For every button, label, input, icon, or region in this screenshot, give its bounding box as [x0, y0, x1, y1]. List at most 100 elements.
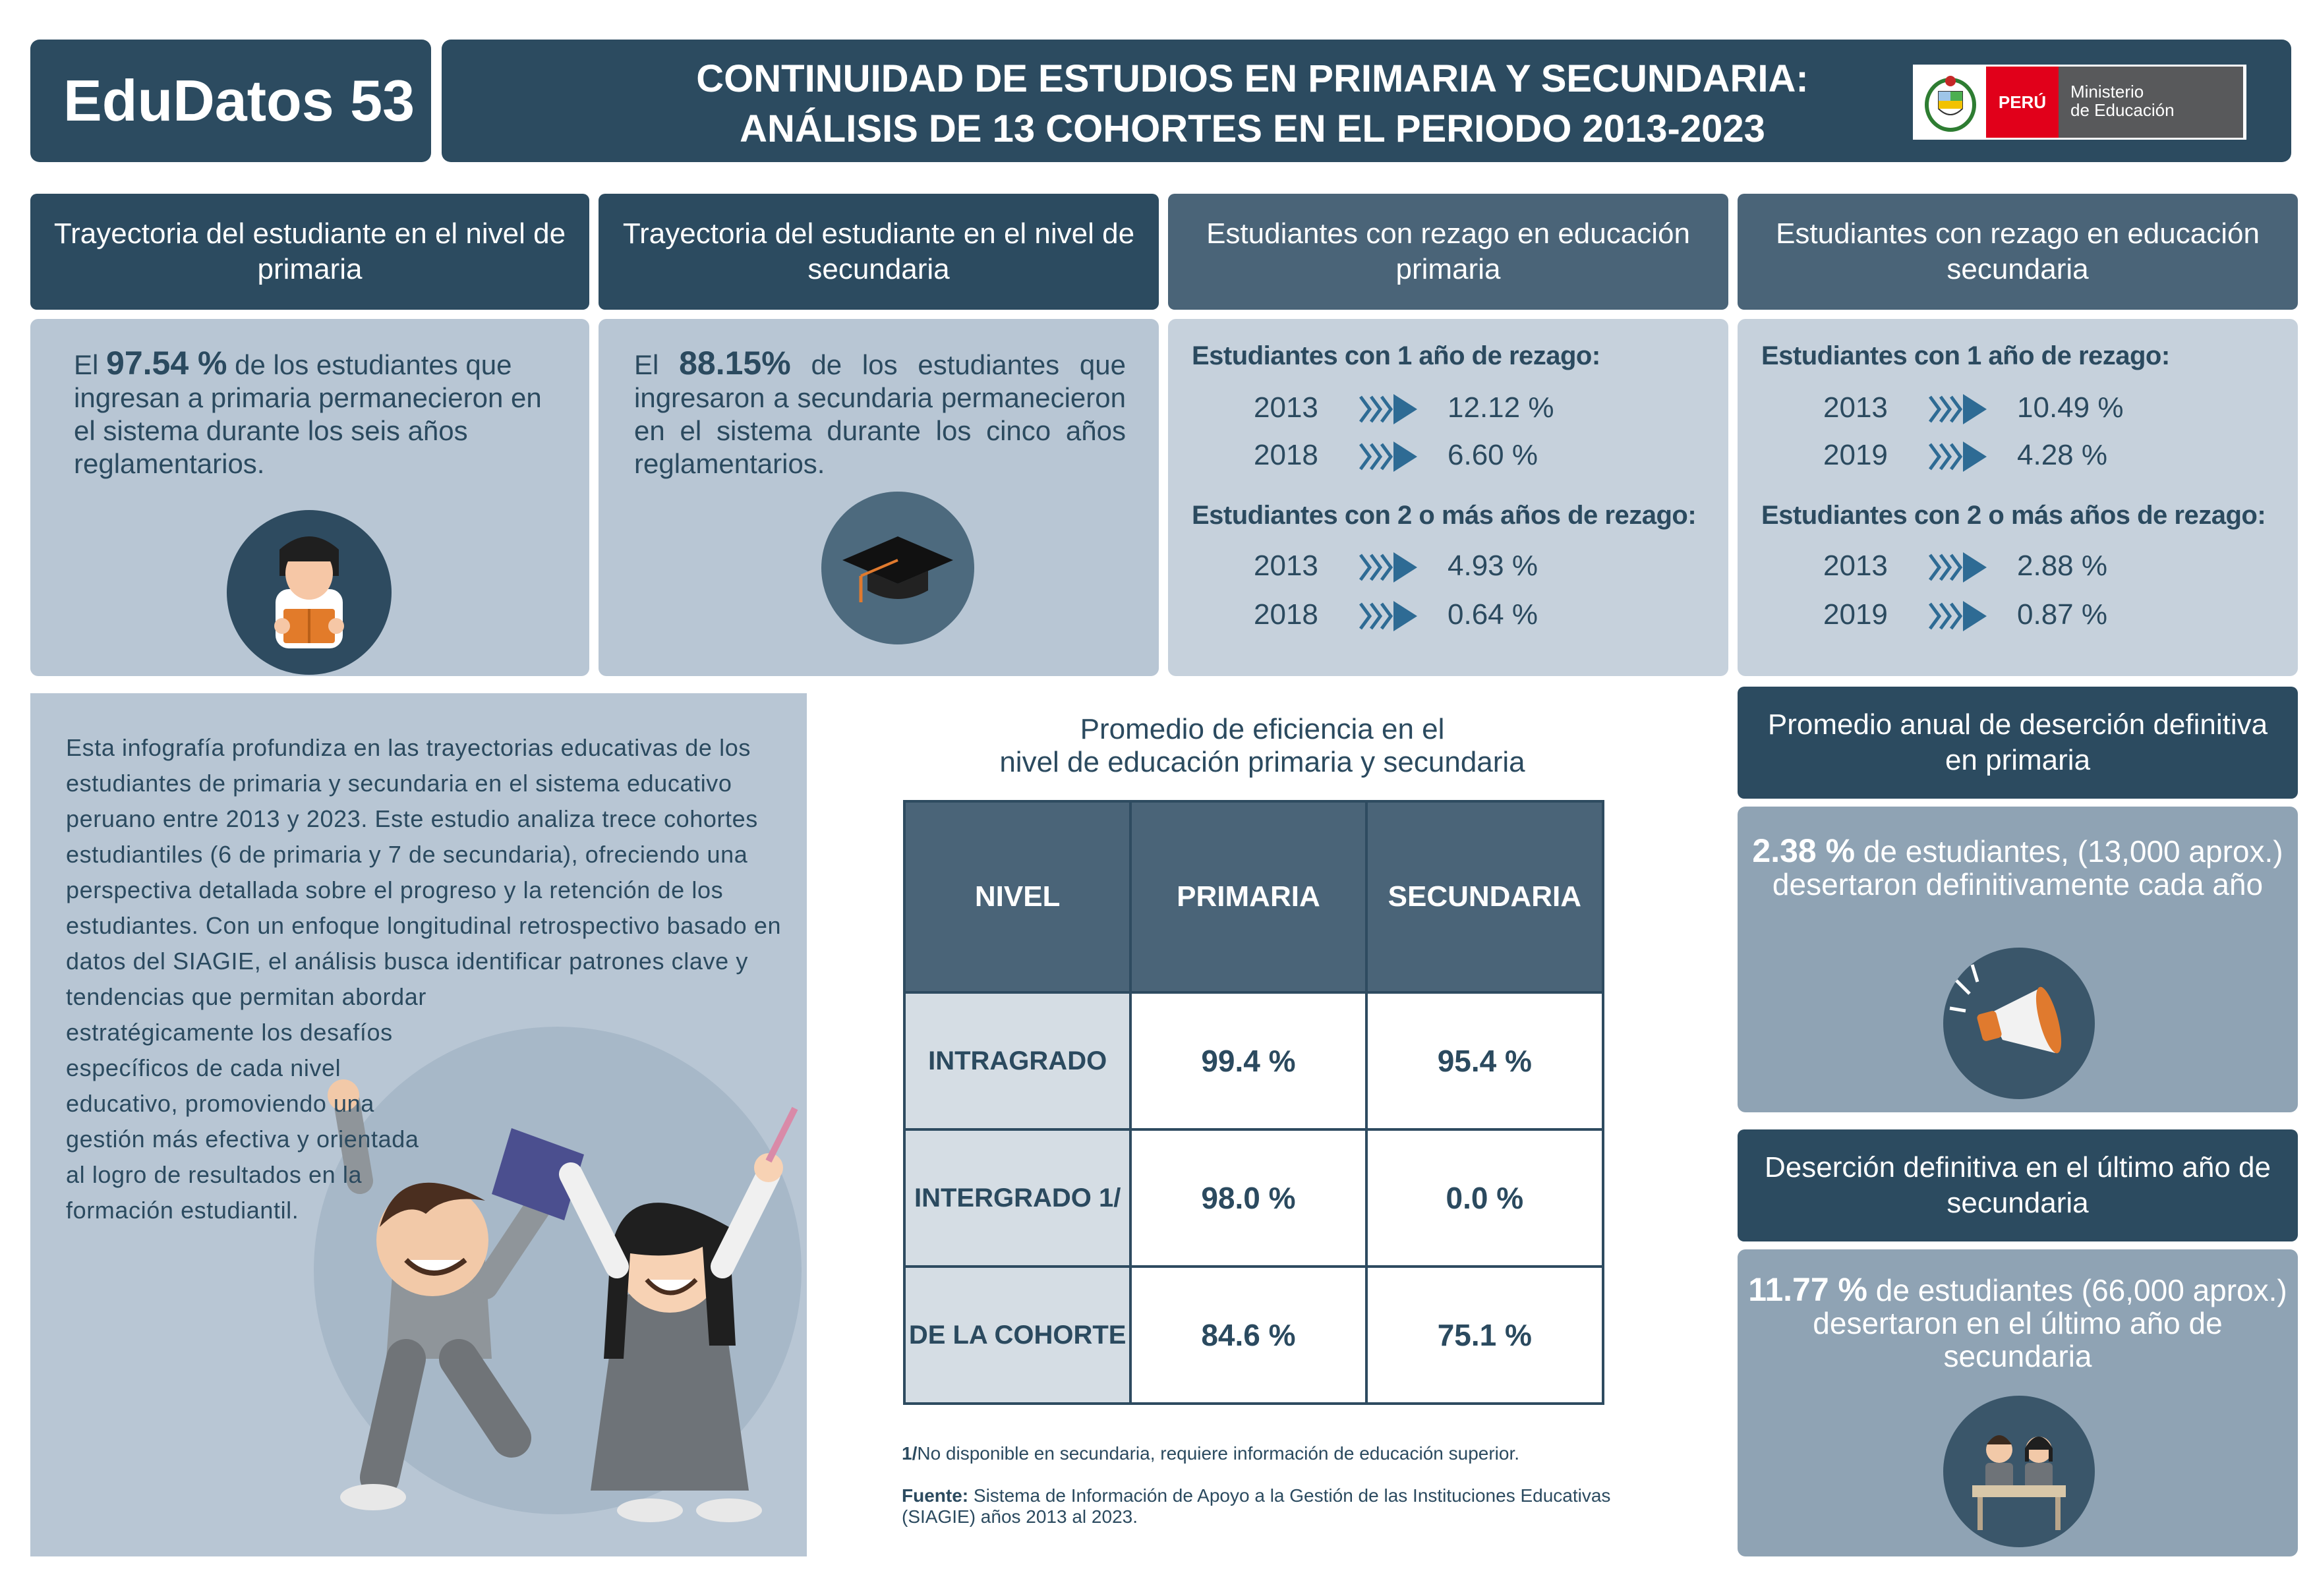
year: 2013: [1823, 391, 1888, 424]
ministry-line1: Ministerio: [2070, 82, 2144, 101]
table-row: DE LA COHORTE 84.6 % 75.1 %: [902, 1265, 1605, 1405]
column-header-nivel: NIVEL: [902, 800, 1132, 994]
rezago-2-years-label: Estudiantes con 2 o más años de rezago:: [1761, 501, 2266, 530]
source-label: Fuente:: [902, 1485, 969, 1506]
ministry-logo: PERÚ Ministerio de Educación: [1913, 65, 2246, 140]
student-reading-icon: [227, 510, 392, 675]
primaria-retention-value: 97.54 %: [106, 345, 227, 382]
students-at-desk-icon: [1943, 1396, 2095, 1547]
efficiency-title-line2: nivel de educación primaria y secundaria: [999, 746, 1525, 778]
year: 2013: [1254, 550, 1318, 582]
ministry-label: Ministerio de Educación: [2059, 67, 2244, 138]
primaria-value: 98.0 %: [1129, 1128, 1368, 1268]
arrow-icon: [1929, 552, 1987, 583]
rezago-row: 2013 2.88 %: [1738, 550, 2298, 589]
rezago-primaria-card: Estudiantes con 1 año de rezago: 2013 12…: [1168, 319, 1728, 676]
rezago-primaria-header: Estudiantes con rezago en educación prim…: [1168, 194, 1728, 310]
page-title-bar: CONTINUIDAD DE ESTUDIOS EN PRIMARIA Y SE…: [442, 40, 2291, 162]
arrow-icon: [1359, 394, 1417, 424]
efficiency-table-title: Promedio de eficiencia en el nivel de ed…: [883, 713, 1641, 779]
value: 0.64 %: [1448, 598, 1538, 631]
desercion-secundaria-desc: de estudiantes (66,000 aprox.) desertaro…: [1813, 1273, 2287, 1373]
rezago-row: 2013 4.93 %: [1168, 550, 1728, 589]
year: 2019: [1823, 439, 1888, 471]
text-prefix: El: [74, 349, 107, 380]
primaria-value: 84.6 %: [1129, 1265, 1368, 1405]
rezago-row: 2018 6.60 %: [1168, 439, 1728, 478]
page-title-line2: ANÁLISIS DE 13 COHORTES EN EL PERIODO 20…: [740, 107, 1765, 150]
value: 6.60 %: [1448, 439, 1538, 471]
intro-text-narrow: estratégicamente los desafíos específico…: [66, 1019, 419, 1224]
footnote-mark: 1/: [902, 1443, 918, 1464]
desercion-primaria-desc: de estudiantes, (13,000 aprox.) desertar…: [1772, 834, 2283, 901]
secundaria-value: 75.1 %: [1364, 1265, 1605, 1405]
rezago-primaria-title: Estudiantes con rezago en educación prim…: [1206, 217, 1690, 285]
peru-label: PERÚ: [1986, 67, 2059, 138]
ministry-line2: de Educación: [2070, 100, 2175, 120]
secundaria-trajectory-card: El 88.15% de los estudiantes que ingresa…: [599, 319, 1159, 676]
efficiency-title-line1: Promedio de eficiencia en el: [1080, 713, 1445, 745]
desercion-primaria-value: 2.38 %: [1752, 832, 1856, 869]
year: 2019: [1823, 598, 1888, 631]
rezago-row: 2013 12.12 %: [1168, 391, 1728, 431]
intro-panel: Esta infografía profundiza en las trayec…: [30, 693, 807, 1556]
desercion-primaria-card: 2.38 % de estudiantes, (13,000 aprox.) d…: [1738, 807, 2298, 1112]
value: 12.12 %: [1448, 391, 1554, 424]
arrow-icon: [1359, 442, 1417, 472]
desercion-secundaria-card: 11.77 % de estudiantes (66,000 aprox.) d…: [1738, 1249, 2298, 1556]
arrow-icon: [1359, 552, 1417, 583]
year: 2013: [1254, 391, 1318, 424]
efficiency-table: NIVEL PRIMARIA SECUNDARIA INTRAGRADO 99.…: [902, 800, 1605, 1405]
primaria-trajectory-text: El 97.54 % de los estudiantes que ingres…: [74, 347, 548, 480]
table-row: INTERGRADO 1/ 98.0 % 0.0 %: [902, 1128, 1605, 1268]
value: 4.93 %: [1448, 550, 1538, 582]
rezago-1-year-label: Estudiantes con 1 año de rezago:: [1761, 341, 2170, 370]
desercion-primaria-text: 2.38 % de estudiantes, (13,000 aprox.) d…: [1738, 834, 2298, 901]
value: 10.49 %: [2017, 391, 2124, 424]
rezago-secundaria-card: Estudiantes con 1 año de rezago: 2013 10…: [1738, 319, 2298, 676]
text-body: de los estudiantes que ingresan a primar…: [74, 349, 542, 479]
rezago-1-year-label: Estudiantes con 1 año de rezago:: [1192, 341, 1600, 370]
arrow-icon: [1929, 601, 1987, 631]
desercion-primaria-title: Promedio anual de deserción definitiva e…: [1767, 708, 2268, 776]
row-label: INTRAGRADO: [902, 991, 1132, 1131]
source-text: Sistema de Información de Apoyo a la Ges…: [902, 1485, 1611, 1527]
intro-text-wide: Esta infografía profundiza en las trayec…: [66, 734, 782, 1010]
table-header-row: NIVEL PRIMARIA SECUNDARIA: [902, 800, 1605, 994]
table-row: INTRAGRADO 99.4 % 95.4 %: [902, 991, 1605, 1131]
primaria-trajectory-title: Trayectoria del estudiante en el nivel d…: [53, 217, 566, 285]
year: 2018: [1254, 439, 1318, 471]
source-note: Fuente: Sistema de Información de Apoyo …: [902, 1485, 1614, 1527]
text-body: de los estudiantes que ingresaron a secu…: [634, 349, 1127, 479]
column-header-secundaria: SECUNDARIA: [1364, 800, 1605, 994]
secundaria-value: 0.0 %: [1364, 1128, 1605, 1268]
rezago-row: 2019 0.87 %: [1738, 598, 2298, 638]
footnote-text: No disponible en secundaria, requiere in…: [917, 1443, 1520, 1464]
rezago-row: 2018 0.64 %: [1168, 598, 1728, 638]
value: 2.88 %: [2017, 550, 2107, 582]
secundaria-trajectory-text: El 88.15% de los estudiantes que ingresa…: [634, 347, 1126, 480]
happy-students-illustration: [328, 1079, 798, 1522]
secundaria-trajectory-header: Trayectoria del estudiante en el nivel d…: [599, 194, 1159, 310]
desercion-secundaria-header: Deserción definitiva en el último año de…: [1738, 1129, 2298, 1241]
rezago-2-years-label: Estudiantes con 2 o más años de rezago:: [1192, 501, 1697, 530]
secundaria-value: 95.4 %: [1364, 991, 1605, 1131]
value: 0.87 %: [2017, 598, 2107, 631]
brand-title: EduDatos 53: [30, 40, 431, 162]
rezago-secundaria-header: Estudiantes con rezago en educación secu…: [1738, 194, 2298, 310]
arrow-icon: [1929, 442, 1987, 472]
brand-label: EduDatos 53: [63, 68, 415, 133]
rezago-row: 2019 4.28 %: [1738, 439, 2298, 478]
primaria-trajectory-card: El 97.54 % de los estudiantes que ingres…: [30, 319, 589, 676]
desercion-secundaria-text: 11.77 % de estudiantes (66,000 aprox.) d…: [1738, 1273, 2298, 1373]
table-footnote: 1/No disponible en secundaria, requiere …: [902, 1443, 1519, 1464]
page-title-line1: CONTINUIDAD DE ESTUDIOS EN PRIMARIA Y SE…: [696, 57, 1809, 100]
desercion-secundaria-value: 11.77 %: [1748, 1271, 1867, 1308]
value: 4.28 %: [2017, 439, 2107, 471]
desercion-secundaria-title: Deserción definitiva en el último año de…: [1764, 1151, 2271, 1219]
column-header-primaria: PRIMARIA: [1129, 800, 1368, 994]
primaria-value: 99.4 %: [1129, 991, 1368, 1131]
primaria-trajectory-header: Trayectoria del estudiante en el nivel d…: [30, 194, 589, 310]
text-prefix: El: [634, 349, 680, 380]
arrow-icon: [1929, 394, 1987, 424]
